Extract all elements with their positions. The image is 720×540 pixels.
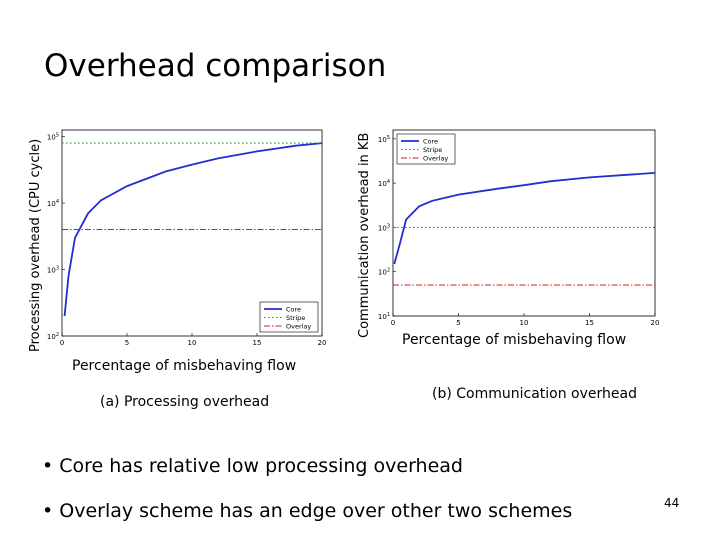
chart-a-x-tick-label: 10 — [188, 339, 197, 347]
chart-b-y-tick-label: 104 — [378, 179, 390, 188]
chart-a-series-core — [63, 142, 323, 317]
chart-b-x-tick-label: 15 — [585, 319, 594, 327]
chart-b-x-tick-label: 10 — [520, 319, 529, 327]
chart-a-x-tick-label: 20 — [318, 339, 327, 347]
chart-a-y-tick-label: 103 — [47, 266, 59, 275]
chart-a-legend-label-core: Core — [286, 306, 301, 314]
bullet-item: • Core has relative low processing overh… — [42, 455, 463, 477]
chart-a-legend-label-stripe: Stripe — [286, 314, 305, 322]
chart-b-x-tick-label: 0 — [391, 319, 395, 327]
chart-b-legend-label-stripe: Stripe — [423, 146, 442, 154]
chart-b-x-tick-label: 5 — [456, 319, 460, 327]
chart-b-x-tick-label: 20 — [651, 319, 660, 327]
page-number: 44 — [664, 496, 680, 510]
chart-b-y-tick-label: 102 — [378, 268, 390, 277]
chart-a-x-tick-label: 0 — [60, 339, 64, 347]
chart-b-legend-label-core: Core — [423, 138, 438, 146]
slide-title: Overhead comparison — [44, 48, 387, 84]
chart-b-series-core — [393, 172, 656, 265]
chart-a-xlabel: Percentage of misbehaving flow — [72, 358, 297, 374]
chart-a-x-tick-label: 15 — [253, 339, 262, 347]
chart-b-y-tick-label: 105 — [378, 135, 390, 144]
chart-a-y-tick-label: 102 — [47, 332, 59, 341]
chart-a-legend-box — [259, 301, 319, 333]
chart-b-xlabel: Percentage of misbehaving flow — [402, 332, 627, 348]
chart-a-x-tick-label: 5 — [125, 339, 129, 347]
chart-a-y-tick-label: 105 — [47, 133, 59, 142]
chart-a-legend-label-overlay: Overlay — [286, 323, 311, 331]
chart-b-legend-label-overlay: Overlay — [423, 155, 448, 163]
chart-a-y-tick-label: 104 — [47, 199, 59, 208]
chart-b-y-tick-label: 101 — [378, 312, 390, 321]
bullet-item: • Overlay scheme has an edge over other … — [42, 500, 573, 522]
chart-b-legend-box — [396, 133, 456, 165]
chart-b-y-tick-label: 103 — [378, 223, 390, 232]
chart-a-caption: (a) Processing overhead — [100, 394, 270, 410]
chart-b-caption: (b) Communication overhead — [432, 386, 637, 402]
